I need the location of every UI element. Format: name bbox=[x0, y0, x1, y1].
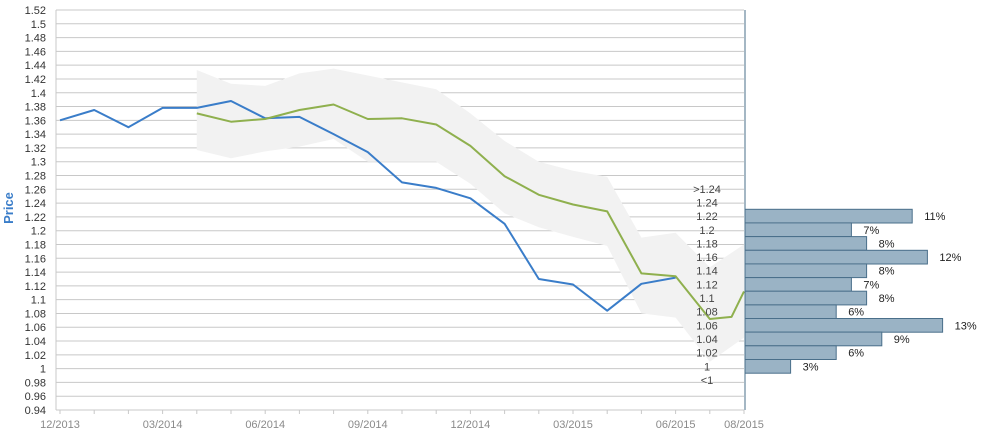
distribution-percent-label: 6% bbox=[848, 307, 864, 319]
y-tick-label: 1.42 bbox=[25, 74, 46, 86]
x-tick-label: 12/2014 bbox=[451, 419, 491, 430]
y-tick-label: 1.08 bbox=[25, 308, 46, 320]
y-tick-label: 1.36 bbox=[25, 115, 46, 127]
y-tick-label: 0.98 bbox=[25, 377, 46, 389]
y-tick-label: 1.38 bbox=[25, 102, 46, 114]
x-tick-label: 03/2015 bbox=[553, 419, 593, 430]
distribution-bar bbox=[744, 331, 883, 347]
distribution-percent-label: 13% bbox=[955, 320, 977, 332]
y-tick-label: 1.34 bbox=[25, 129, 46, 141]
distribution-percent-label: 11% bbox=[924, 211, 945, 223]
series-line-2 bbox=[196, 103, 745, 320]
distribution-percent-label: 7% bbox=[863, 225, 879, 237]
distribution-bin-label: 1.16 bbox=[696, 252, 717, 264]
y-tick-label: 1.2 bbox=[31, 226, 46, 238]
series-lines bbox=[59, 100, 745, 320]
x-tick-label: 12/2013 bbox=[40, 419, 80, 430]
distribution-bar bbox=[744, 318, 944, 333]
y-tick-label: 1.16 bbox=[25, 253, 46, 265]
distribution-percent-label: 7% bbox=[863, 279, 879, 291]
distribution-bar bbox=[744, 222, 852, 238]
distribution-percent-label: 6% bbox=[848, 348, 864, 360]
distribution-bin-label: 1.18 bbox=[696, 238, 717, 250]
distribution-bin-label: 1.14 bbox=[696, 266, 717, 278]
distribution-percent-label: 8% bbox=[879, 293, 895, 305]
distribution-bin-label: 1.08 bbox=[696, 307, 717, 319]
confidence-band bbox=[196, 68, 745, 362]
distribution-percent-label: 9% bbox=[894, 334, 910, 346]
y-tick-label: 1.26 bbox=[25, 184, 46, 196]
distribution-histogram: >1.241.24 1.22 11% 1.2 7% 1.18 8% 1.16 12% 1.14 8%… bbox=[693, 184, 977, 387]
distribution-bin-label: 1.22 bbox=[696, 211, 717, 223]
distribution-percent-label: 8% bbox=[879, 238, 895, 250]
distribution-bin-label: >1.24 bbox=[693, 184, 721, 196]
y-tick-label: 1.5 bbox=[31, 19, 46, 31]
y-tick-label: 1.46 bbox=[25, 46, 46, 58]
distribution-percent-label: 3% bbox=[803, 361, 819, 373]
forecast-band bbox=[196, 68, 745, 362]
y-tick-label: 1.18 bbox=[25, 239, 46, 251]
x-tick-label: 08/2015 bbox=[724, 419, 764, 430]
distribution-bar bbox=[744, 208, 913, 224]
distribution-bar bbox=[744, 290, 868, 306]
y-tick-label: 0.94 bbox=[25, 405, 46, 417]
distribution-bar bbox=[744, 249, 928, 265]
y-tick-label: 0.96 bbox=[25, 391, 46, 403]
y-tick-label: 1.22 bbox=[25, 212, 46, 224]
y-tick-label: 1.3 bbox=[31, 157, 46, 169]
y-tick-label: 1.04 bbox=[25, 336, 46, 348]
distribution-percent-label: 8% bbox=[879, 266, 895, 278]
y-axis-label: Price bbox=[1, 192, 16, 224]
distribution-bar bbox=[744, 304, 837, 320]
x-tick-label: 09/2014 bbox=[348, 419, 388, 430]
axes bbox=[55, 10, 746, 411]
distribution-bin-label: 1.1 bbox=[699, 293, 714, 305]
distribution-bar bbox=[744, 277, 852, 292]
y-tick-label: 1.12 bbox=[25, 281, 46, 293]
distribution-bar bbox=[744, 236, 868, 251]
y-tick-label: 1.1 bbox=[31, 295, 46, 307]
distribution-bin-label: 1.06 bbox=[696, 320, 717, 332]
y-tick-label: 1 bbox=[40, 364, 46, 376]
distribution-bin-label: 1.02 bbox=[696, 348, 717, 360]
x-tick-label: 03/2014 bbox=[143, 419, 183, 430]
y-tick-label: 1.52 bbox=[25, 5, 46, 17]
y-tick-label: 1.02 bbox=[25, 350, 46, 362]
distribution-percent-label: 12% bbox=[939, 252, 961, 264]
distribution-bin-label: 1.04 bbox=[696, 334, 717, 346]
distribution-bar bbox=[744, 359, 792, 374]
y-tick-label: 1.32 bbox=[25, 143, 46, 155]
y-tick-label: 1.28 bbox=[25, 171, 46, 183]
x-axis-ticks: 12/2013 03/2014 06/2014 09/2014 12/2014 03/20… bbox=[40, 410, 764, 430]
distribution-bin-label: 1.12 bbox=[696, 279, 717, 291]
x-tick-label: 06/2014 bbox=[245, 419, 285, 430]
distribution-bin-label: 1.24 bbox=[696, 197, 717, 209]
distribution-bar bbox=[744, 263, 868, 279]
x-tick-label: 06/2015 bbox=[656, 419, 696, 430]
gridlines bbox=[56, 9, 744, 411]
distribution-bin-label: <1 bbox=[701, 375, 714, 387]
y-tick-label: 1.06 bbox=[25, 322, 46, 334]
y-axis-ticks: 0.94 0.96 0.981 1.02 1.04 1.06 1.081.1 1.12 1.14… bbox=[25, 5, 46, 417]
distribution-bar bbox=[744, 345, 837, 360]
y-tick-label: 1.4 bbox=[31, 88, 46, 100]
y-tick-label: 1.24 bbox=[25, 198, 46, 210]
y-tick-label: 1.48 bbox=[25, 33, 46, 45]
y-tick-label: 1.44 bbox=[25, 60, 46, 72]
y-tick-label: 1.14 bbox=[25, 267, 46, 279]
distribution-bin-label: 1.2 bbox=[699, 225, 714, 237]
distribution-bin-label: 1 bbox=[704, 361, 710, 373]
